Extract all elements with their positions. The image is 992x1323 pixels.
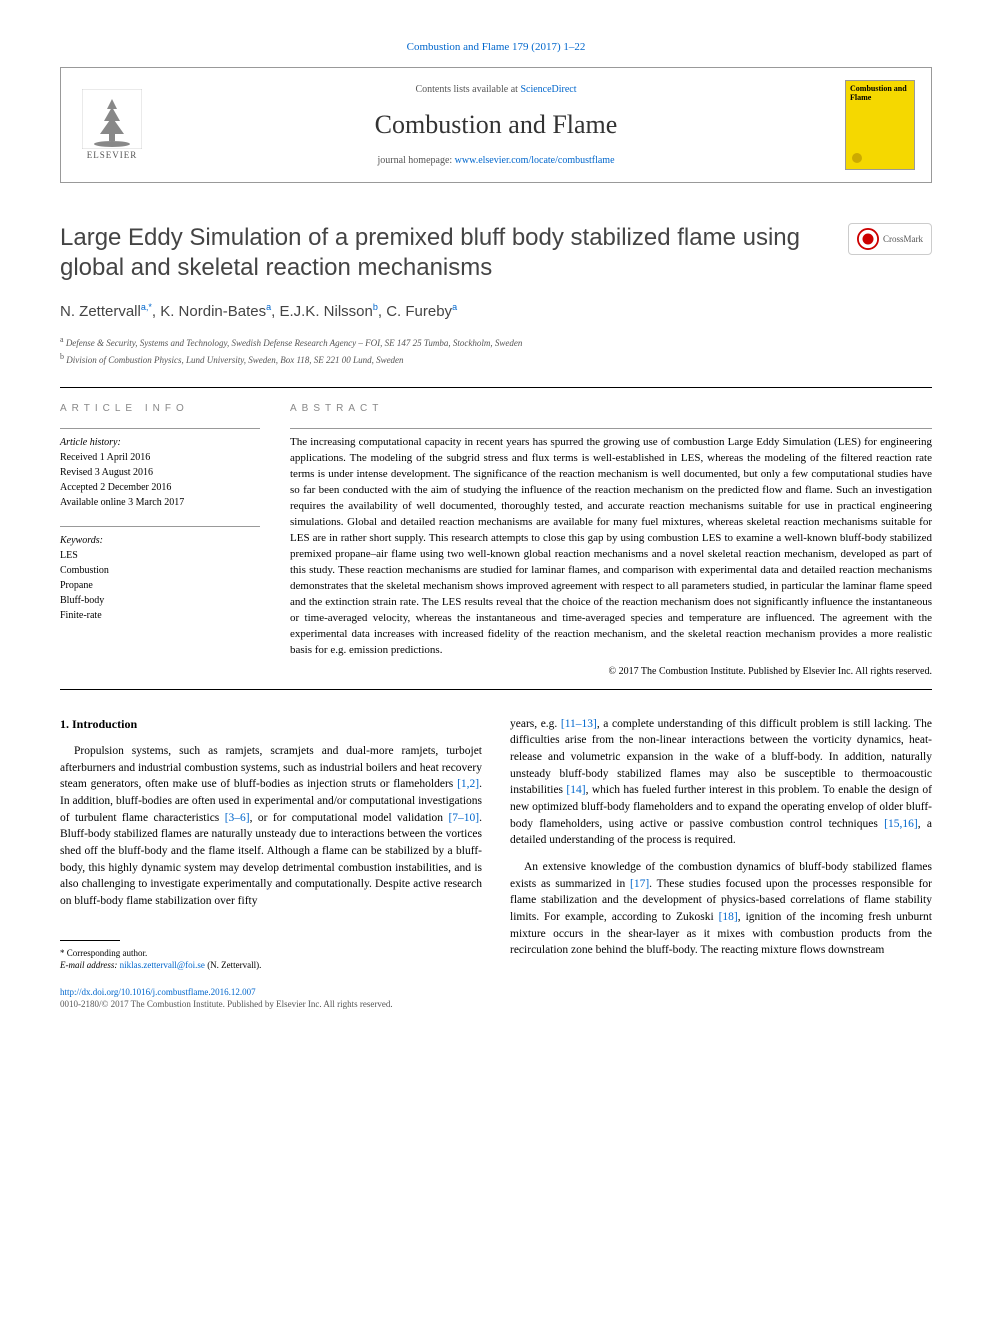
cover-title: Combustion and Flame <box>850 85 910 103</box>
footnote: * Corresponding author. E-mail address: … <box>60 947 482 972</box>
abstract-copyright: © 2017 The Combustion Institute. Publish… <box>290 665 932 679</box>
history-label: Article history: <box>60 435 260 450</box>
affiliation: a Defense & Security, Systems and Techno… <box>60 334 932 351</box>
keywords-list: LESCombustionPropaneBluff-bodyFinite-rat… <box>60 548 260 623</box>
intro-p1: Propulsion systems, such as ramjets, scr… <box>60 743 482 910</box>
contents-line: Contents lists available at ScienceDirec… <box>147 83 845 97</box>
info-divider-1 <box>60 428 260 429</box>
abstract-heading: ABSTRACT <box>290 402 932 416</box>
info-divider-2 <box>60 526 260 527</box>
text: . Bluff-body stabilized flames are natur… <box>60 812 482 907</box>
text: Propulsion systems, such as ramjets, scr… <box>60 745 482 790</box>
cite-18[interactable]: [18] <box>719 911 738 923</box>
affiliations: a Defense & Security, Systems and Techno… <box>60 334 932 367</box>
elsevier-tree-icon <box>82 89 142 149</box>
keyword: Propane <box>60 578 260 593</box>
cover-dot-icon <box>852 153 862 163</box>
author: K. Nordin-Batesa <box>160 303 271 320</box>
journal-header: ELSEVIER Contents lists available at Sci… <box>60 67 932 183</box>
keyword: Combustion <box>60 563 260 578</box>
abstract-divider <box>290 428 932 429</box>
crossmark-badge[interactable]: CrossMark <box>848 223 932 255</box>
cite-17[interactable]: [17] <box>630 878 649 890</box>
affiliation: b Division of Combustion Physics, Lund U… <box>60 351 932 368</box>
issn-line: 0010-2180/© 2017 The Combustion Institut… <box>60 998 932 1011</box>
crossmark-label: CrossMark <box>883 233 923 246</box>
author: C. Furebya <box>386 303 457 320</box>
cite-11-13[interactable]: [11–13] <box>561 718 597 730</box>
author: N. Zettervalla,* <box>60 303 152 320</box>
text: years, e.g. <box>510 718 561 730</box>
citation-line: Combustion and Flame 179 (2017) 1–22 <box>60 40 932 55</box>
meta-abstract-row: ARTICLE INFO Article history: Received 1… <box>60 402 932 678</box>
cite-14[interactable]: [14] <box>566 784 585 796</box>
body-columns: 1. Introduction Propulsion systems, such… <box>60 716 932 972</box>
article-info-column: ARTICLE INFO Article history: Received 1… <box>60 402 260 678</box>
divider-top <box>60 387 932 388</box>
crossmark-icon <box>857 228 879 250</box>
email-line: E-mail address: niklas.zettervall@foi.se… <box>60 959 482 972</box>
cite-7-10[interactable]: [7–10] <box>448 812 479 824</box>
keyword: Finite-rate <box>60 608 260 623</box>
email-label: E-mail address: <box>60 960 120 970</box>
keyword: LES <box>60 548 260 563</box>
corresponding-author: * Corresponding author. <box>60 947 482 960</box>
cite-1-2[interactable]: [1,2] <box>457 778 479 790</box>
footnote-separator <box>60 940 120 941</box>
contents-prefix: Contents lists available at <box>415 84 520 95</box>
intro-p3: An extensive knowledge of the combustion… <box>510 859 932 959</box>
cite-3-6[interactable]: [3–6] <box>225 812 250 824</box>
text: , or for computational model validation <box>250 812 449 824</box>
body-column-right: years, e.g. [11–13], a complete understa… <box>510 716 932 972</box>
email-suffix: (N. Zettervall). <box>205 960 261 970</box>
email-link[interactable]: niklas.zettervall@foi.se <box>120 960 205 970</box>
article-title: Large Eddy Simulation of a premixed bluf… <box>60 223 828 283</box>
elsevier-text: ELSEVIER <box>87 149 138 162</box>
homepage-link[interactable]: www.elsevier.com/locate/combustflame <box>455 155 615 166</box>
divider-bottom <box>60 689 932 690</box>
revised-date: Revised 3 August 2016 <box>60 465 260 480</box>
elsevier-logo: ELSEVIER <box>77 85 147 165</box>
article-info-heading: ARTICLE INFO <box>60 402 260 416</box>
authors: N. Zettervalla,*, K. Nordin-Batesa, E.J.… <box>60 301 932 322</box>
body-column-left: 1. Introduction Propulsion systems, such… <box>60 716 482 972</box>
intro-heading: 1. Introduction <box>60 716 482 733</box>
article-history: Article history: Received 1 April 2016 R… <box>60 435 260 510</box>
homepage-line: journal homepage: www.elsevier.com/locat… <box>147 154 845 168</box>
online-date: Available online 3 March 2017 <box>60 495 260 510</box>
intro-p2: years, e.g. [11–13], a complete understa… <box>510 716 932 849</box>
keyword: Bluff-body <box>60 593 260 608</box>
sciencedirect-link[interactable]: ScienceDirect <box>520 84 576 95</box>
keywords-block: Keywords: LESCombustionPropaneBluff-body… <box>60 533 260 623</box>
accepted-date: Accepted 2 December 2016 <box>60 480 260 495</box>
abstract-text: The increasing computational capacity in… <box>290 435 932 658</box>
abstract-column: ABSTRACT The increasing computational ca… <box>290 402 932 678</box>
author: E.J.K. Nilssonb <box>279 303 377 320</box>
received-date: Received 1 April 2016 <box>60 450 260 465</box>
cite-15-16[interactable]: [15,16] <box>884 818 918 830</box>
doi-line: http://dx.doi.org/10.1016/j.combustflame… <box>60 986 932 999</box>
doi-link[interactable]: http://dx.doi.org/10.1016/j.combustflame… <box>60 987 256 997</box>
header-center: Contents lists available at ScienceDirec… <box>147 83 845 167</box>
journal-name: Combustion and Flame <box>147 107 845 143</box>
journal-cover: Combustion and Flame <box>845 80 915 170</box>
title-row: Large Eddy Simulation of a premixed bluf… <box>60 223 932 283</box>
homepage-prefix: journal homepage: <box>377 155 454 166</box>
keywords-label: Keywords: <box>60 533 260 548</box>
